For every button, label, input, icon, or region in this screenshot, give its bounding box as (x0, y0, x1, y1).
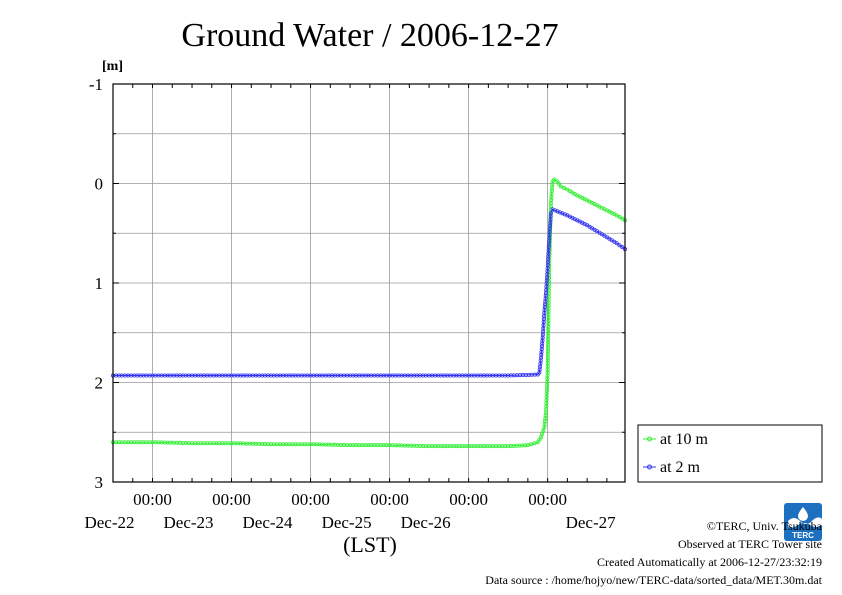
x-tick-time-label: 00:00 (449, 490, 488, 509)
data-point (539, 435, 544, 440)
credit-copyright: ©TERC, Univ. Tsukuba (706, 519, 822, 533)
series-layer (111, 177, 628, 449)
legend-box (637, 424, 823, 483)
x-tick-date-label: Dec-23 (164, 513, 214, 532)
legend-label-2m: at 2 m (660, 459, 701, 476)
data-point (562, 185, 567, 190)
wave-icon (788, 517, 822, 528)
data-point (614, 213, 619, 218)
grid-lines (113, 83, 625, 483)
x-tick-time-label: 00:00 (370, 490, 409, 509)
axes: -1 0 1 2 3 00:00 Dec-22 00:00 Dec-23 00:00 Dec-24 0… (84, 75, 625, 532)
data-point (620, 216, 625, 221)
y-tick-label: 0 (95, 175, 104, 194)
y-axis-unit: [m] (102, 59, 123, 74)
credit-observed: Observed at TERC Tower site (677, 537, 822, 551)
data-point (558, 184, 563, 189)
x-tick-date-label: Dec-25 (322, 513, 372, 532)
data-point (540, 431, 545, 436)
x-axis-label: (LST) (343, 532, 397, 557)
x-tick-time-label: 00:00 (291, 490, 330, 509)
x-tick-date-label: Dec-22 (84, 513, 134, 532)
terc-logo-text: TERC (792, 531, 814, 540)
x-tick-time-label: 00:00 (133, 490, 172, 509)
y-tick-label: 1 (95, 274, 104, 293)
y-tick-label: 2 (95, 374, 104, 393)
legend-marker-2m (647, 464, 652, 470)
data-point (617, 214, 622, 219)
x-tick-time-label: 00:00 (528, 490, 567, 509)
data-point (614, 241, 619, 246)
water-drop-icon (798, 507, 808, 521)
data-point (552, 177, 557, 182)
data-point (620, 245, 625, 250)
x-tick-date-label: Dec-26 (401, 513, 451, 532)
credit-source: Data source : /home/hojyo/new/TERC-data/… (485, 573, 822, 587)
legend-label-10m: at 10 m (660, 431, 709, 448)
terc-logo-badge (784, 503, 822, 541)
x-tick-date-label: Dec-24 (243, 513, 294, 532)
legend-marker-10m (647, 436, 652, 442)
x-tick-time-label: 00:00 (212, 490, 251, 509)
y-tick-label: -1 (89, 75, 103, 94)
chart-title: Ground Water / 2006-12-27 (181, 17, 558, 54)
credit-created: Created Automatically at 2006-12-27/23:3… (597, 555, 822, 569)
x-tick-date-label: Dec-27 (566, 513, 617, 532)
data-point (548, 211, 553, 216)
data-point (541, 428, 546, 433)
legend: at 10 m at 2 m (637, 424, 823, 483)
data-point (617, 243, 622, 248)
terc-logo: TERC (784, 503, 822, 541)
y-tick-label: 3 (95, 473, 104, 492)
